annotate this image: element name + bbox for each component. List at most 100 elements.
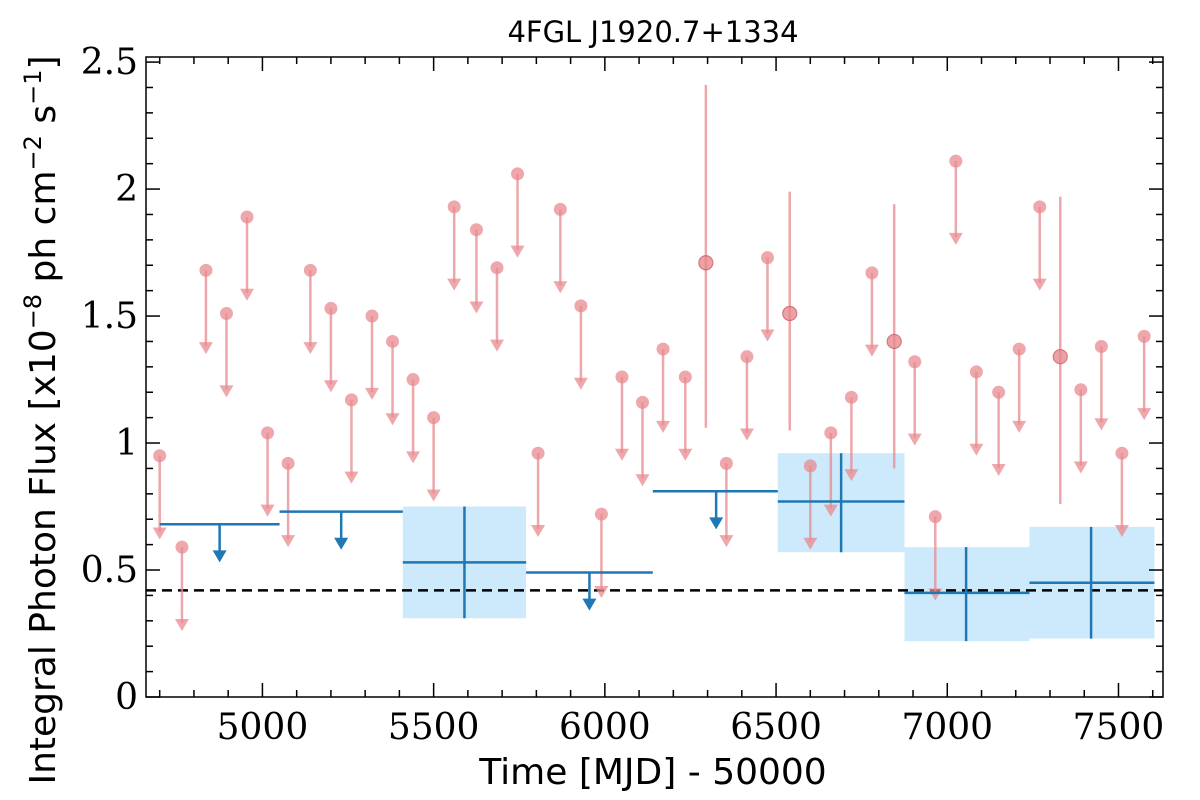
short-bin-ul-arrow <box>198 342 213 355</box>
long-bin-ul-arrow <box>582 598 597 611</box>
short-bin-ul-point <box>303 263 317 277</box>
short-bin-ul-point <box>427 411 441 425</box>
short-bin-ul-arrow <box>385 413 400 426</box>
short-bin-ul-arrow <box>928 588 943 601</box>
short-bin-ul-point <box>1094 340 1108 354</box>
short-bin-ul-point <box>219 307 233 321</box>
short-bin-ul-point <box>406 373 420 387</box>
short-bin-ul-arrow <box>365 387 379 400</box>
short-bin-ul-arrow <box>281 535 296 548</box>
y-title-text: ph cm <box>23 170 64 293</box>
short-bin-ul-arrow <box>678 448 693 461</box>
x-tick-label: 7500 <box>1073 707 1165 748</box>
short-bin-ul-point <box>344 393 358 407</box>
short-bin-ul-point <box>949 154 963 168</box>
short-bin-ul-arrow <box>656 420 671 433</box>
short-bin-ul-point <box>199 263 213 277</box>
y-tick-label: 0.5 <box>81 550 138 591</box>
y-tick-label: 1 <box>115 423 138 464</box>
short-bin-ul-point <box>447 200 461 214</box>
y-tick-label: 1.5 <box>81 296 138 337</box>
y-title-text: ] <box>23 55 64 69</box>
short-bin-ul-point <box>615 370 629 384</box>
y-title-exponent: −8 <box>19 294 47 329</box>
chart-title: 4FGL J1920.7+1334 <box>507 15 798 49</box>
short-bin-ul-arrow <box>969 443 984 456</box>
long-bin-ul-arrow <box>334 537 349 550</box>
short-bin-ul-point <box>992 385 1006 399</box>
y-title-exponent: −1 <box>19 70 47 105</box>
short-bin-ul-arrow <box>323 380 338 393</box>
x-axis-title: Time [MJD] - 50000 <box>478 752 826 793</box>
x-tick-label: 6000 <box>559 707 651 748</box>
short-bin-ul-point <box>261 426 275 440</box>
short-bin-ul-point <box>1115 446 1129 460</box>
y-title-text: s <box>23 105 64 135</box>
short-bin-ul-arrow <box>739 428 754 441</box>
short-bin-ul-arrow <box>553 281 568 294</box>
long-bin-ul-arrow <box>212 550 227 563</box>
short-bin-ul-point <box>719 456 733 470</box>
short-bin-ul-point <box>1074 383 1088 397</box>
short-bin-ul-point <box>1137 329 1151 343</box>
short-bin-ul-arrow <box>531 525 546 537</box>
short-bin-ul-arrow <box>260 504 275 517</box>
short-bin-detection-point <box>1052 349 1068 365</box>
y-tick-label: 0 <box>115 677 138 718</box>
x-tick-label: 5000 <box>217 707 309 748</box>
short-bin-ul-point <box>240 210 254 224</box>
short-bin-ul-arrow <box>469 301 484 314</box>
y-axis-title: Integral Photon Flux [x10−8 ph cm−2 s−1] <box>19 55 64 784</box>
short-bin-ul-arrow <box>1073 461 1088 474</box>
short-bin-ul-point <box>490 261 504 275</box>
short-bin-ul-arrow <box>303 342 318 355</box>
short-bin-ul-arrow <box>1094 418 1109 431</box>
y-tick-label: 2.5 <box>81 42 138 83</box>
short-bin-ul-point <box>153 449 167 463</box>
short-bin-ul-point <box>636 395 650 409</box>
short-bin-ul-point <box>531 446 545 460</box>
short-bin-ul-point <box>761 251 774 265</box>
short-bin-ul-arrow <box>240 288 255 301</box>
short-bin-ul-arrow <box>864 344 879 357</box>
y-title-exponent: −2 <box>19 135 47 170</box>
short-bin-ul-arrow <box>489 339 504 352</box>
short-bin-ul-point <box>844 390 858 404</box>
short-bin-ul-point <box>969 365 983 379</box>
short-bin-ul-point <box>281 456 295 470</box>
short-bin-ul-point <box>386 334 400 348</box>
short-bin-ul-point <box>574 299 588 313</box>
plot-area <box>145 56 1164 698</box>
short-bin-detection-point <box>698 255 714 271</box>
short-bin-ul-arrow <box>614 448 629 461</box>
short-bin-ul-point <box>928 510 942 524</box>
long-bin-ul-arrow <box>709 517 724 530</box>
short-bin-ul-point <box>740 350 754 364</box>
y-axis: 0 0.5 1 1.5 2 2.5 <box>81 42 1163 718</box>
short-bin-ul-arrow <box>823 504 838 517</box>
y-title-text: Integral Photon Flux [x10 <box>23 329 64 784</box>
short-bin-ul-arrow <box>803 537 818 550</box>
short-bin-ul-point <box>365 309 379 323</box>
short-bin-ul-arrow <box>760 329 775 342</box>
short-bin-ul-arrow <box>406 451 421 464</box>
short-bin-ul-point <box>1033 200 1047 214</box>
short-bin-ul-arrow <box>344 471 359 484</box>
short-bin-ul-arrow <box>844 469 859 482</box>
short-bin-ul-arrow <box>1137 408 1152 421</box>
short-bin-ul-arrow <box>447 278 462 291</box>
x-tick-label: 5500 <box>388 707 480 748</box>
short-bin-ul-point <box>175 540 189 554</box>
short-bin-ul-arrow <box>1032 278 1047 291</box>
short-bin-ul-arrow <box>174 618 189 631</box>
short-bin-ul-arrow <box>510 245 525 258</box>
short-bin-ul-arrow <box>719 535 734 548</box>
short-bin-ul-point <box>324 301 338 315</box>
short-bin-ul-arrow <box>594 585 609 598</box>
short-bin-ul-point <box>824 426 838 440</box>
short-bin-ul-point <box>803 459 817 473</box>
short-bin-ul-arrow <box>907 433 922 446</box>
short-bin-ul-arrow <box>991 464 1006 477</box>
short-bin-ul-point <box>511 167 525 181</box>
